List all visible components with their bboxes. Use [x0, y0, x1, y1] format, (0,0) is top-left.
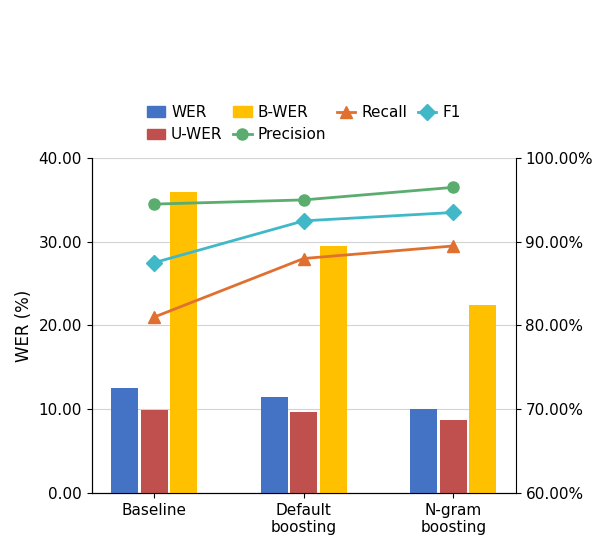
- Recall: [150, 314, 157, 321]
- F1: [300, 218, 308, 224]
- Bar: [140, 410, 168, 493]
- Line: Precision: Precision: [148, 182, 459, 210]
- Bar: [440, 420, 467, 493]
- Bar: [261, 397, 288, 493]
- Precision: [450, 184, 457, 191]
- Line: Recall: Recall: [148, 240, 459, 323]
- Precision: [150, 201, 157, 207]
- F1: [150, 260, 157, 266]
- Bar: [320, 246, 347, 493]
- Bar: [469, 305, 496, 493]
- Precision: [300, 196, 308, 203]
- Bar: [170, 191, 197, 493]
- Y-axis label: WER (%): WER (%): [15, 289, 33, 361]
- Bar: [410, 409, 437, 493]
- Recall: [300, 255, 308, 262]
- Bar: [290, 412, 317, 493]
- Line: F1: F1: [148, 207, 459, 268]
- Legend: WER, U-WER, B-WER, Precision, Recall, F1: WER, U-WER, B-WER, Precision, Recall, F1: [140, 99, 467, 148]
- Recall: [450, 243, 457, 249]
- F1: [450, 209, 457, 216]
- Bar: [111, 388, 138, 493]
